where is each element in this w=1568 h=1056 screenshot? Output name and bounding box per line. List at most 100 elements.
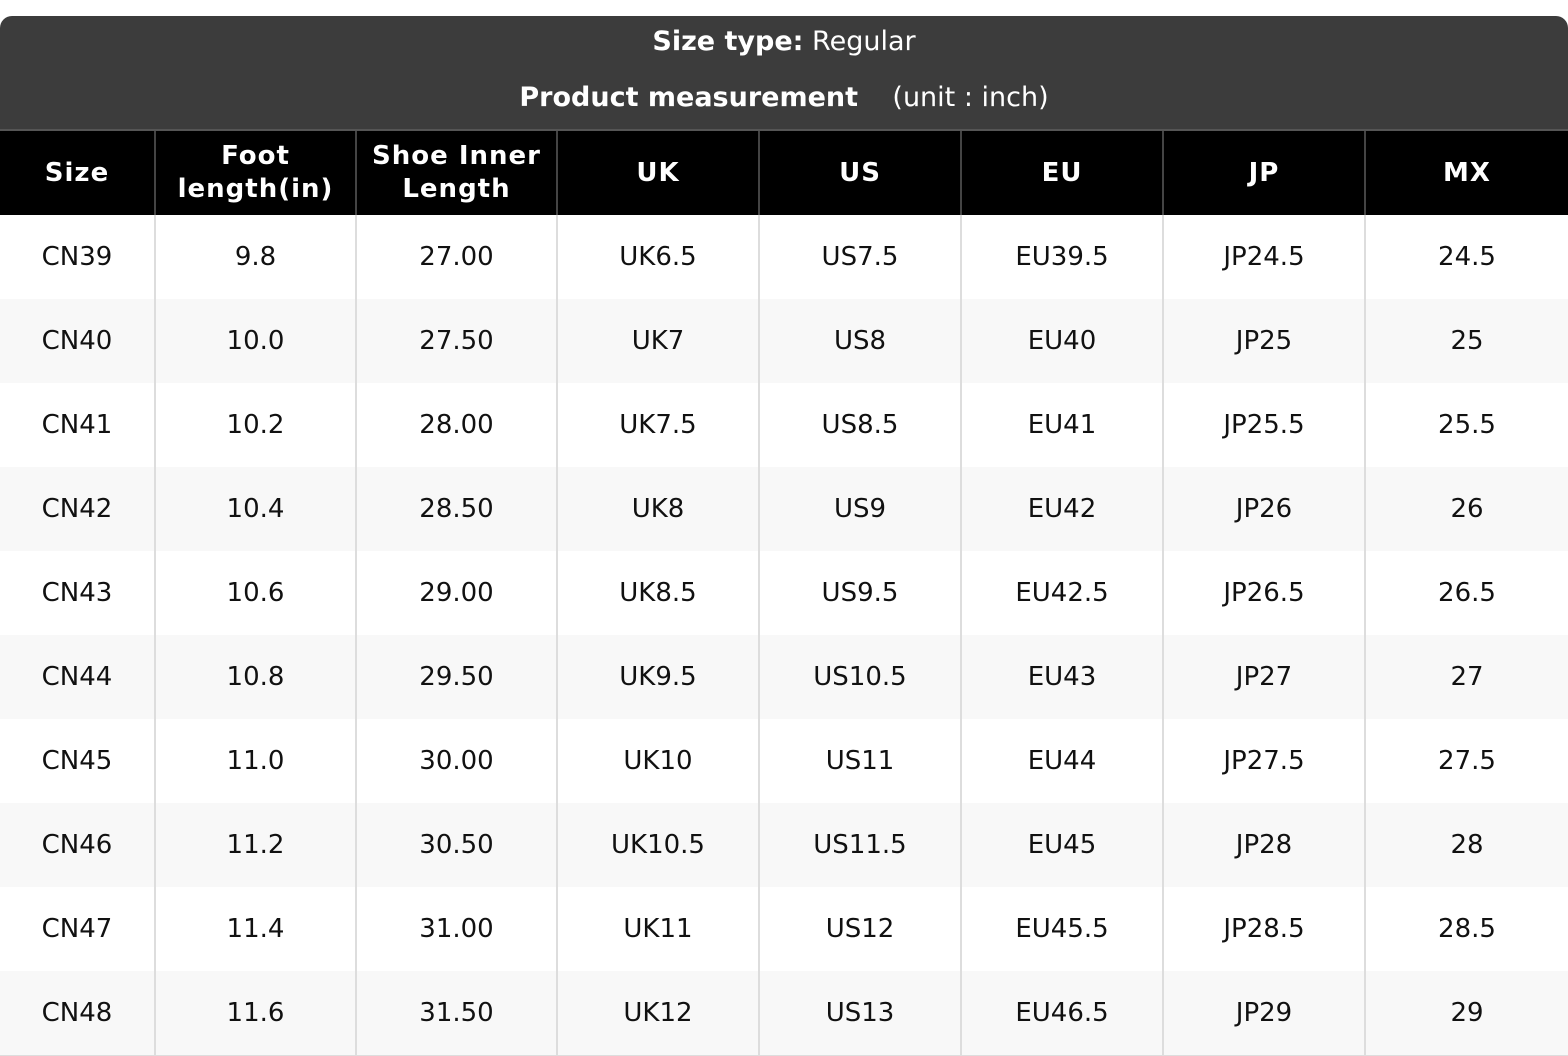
table-cell: 27 bbox=[1364, 635, 1568, 719]
table-row: CN44 10.8 29.50 UK9.5 US10.5 EU43 JP27 27 bbox=[0, 635, 1568, 719]
table-cell: 28 bbox=[1364, 803, 1568, 887]
table-cell: US9 bbox=[758, 467, 961, 551]
table-cell: UK11 bbox=[556, 887, 759, 971]
column-header: US bbox=[758, 129, 961, 215]
table-cell: UK6.5 bbox=[556, 215, 759, 299]
size-type-line: Size type: Regular bbox=[0, 26, 1568, 57]
table-row: CN47 11.4 31.00 UK11 US12 EU45.5 JP28.5 28.5 bbox=[0, 887, 1568, 971]
unit: (unit : inch) bbox=[892, 82, 1049, 113]
table-row: CN40 10.0 27.50 UK7 US8 EU40 JP25 25 bbox=[0, 299, 1568, 383]
table-cell: CN45 bbox=[41, 746, 113, 776]
table-cell: 27.50 bbox=[355, 299, 557, 383]
size-type-label: Size type: bbox=[652, 26, 804, 57]
table-cell: 28.5 bbox=[1364, 887, 1568, 971]
table-cell: 31.50 bbox=[355, 971, 557, 1056]
table-cell: 11.0 bbox=[154, 719, 356, 803]
table-cell: 31.00 bbox=[355, 887, 557, 971]
table-cell: UK7 bbox=[556, 299, 759, 383]
table-cell: UK8 bbox=[556, 467, 759, 551]
table-cell: UK12 bbox=[556, 971, 759, 1056]
column-header: Foot length(in) bbox=[154, 129, 356, 215]
table-cell: 11.4 bbox=[154, 887, 356, 971]
size-type: Regular bbox=[812, 26, 916, 57]
header: Size type: Regular Product measurement (… bbox=[0, 16, 1568, 129]
table-cell: 27.5 bbox=[1364, 719, 1568, 803]
table-cell: EU42.5 bbox=[960, 551, 1163, 635]
table-cell: EU42 bbox=[960, 467, 1163, 551]
table-cell: US11 bbox=[758, 719, 961, 803]
column-header: UK bbox=[556, 129, 759, 215]
table-cell: 30.00 bbox=[355, 719, 557, 803]
table-cell: JP27 bbox=[1162, 635, 1365, 719]
table-cell: CN41 bbox=[41, 410, 113, 440]
table-cell: EU45.5 bbox=[960, 887, 1163, 971]
table-cell: EU43 bbox=[960, 635, 1163, 719]
table-cell: CN46 bbox=[0, 803, 155, 887]
table-cell: JP24.5 bbox=[1162, 215, 1365, 299]
table-cell: US8.5 bbox=[758, 383, 961, 467]
table-cell: 28.50 bbox=[355, 467, 557, 551]
table-cell: 29.50 bbox=[355, 635, 557, 719]
size-table: Size Foot length(in) Shoe Inner Length UK US… bbox=[0, 129, 1568, 1056]
table-cell: 24.5 bbox=[1364, 215, 1568, 299]
table-cell: CN43 bbox=[41, 578, 113, 608]
table-cell: 10.6 bbox=[154, 551, 356, 635]
table-cell: UK7.5 bbox=[556, 383, 759, 467]
table-cell: CN40 bbox=[0, 299, 155, 383]
measurement-line: Product measurement (unit : inch) bbox=[0, 82, 1568, 113]
size-chart: Size type: Regular Product measurement (… bbox=[0, 16, 1568, 1056]
table-cell: 11.2 bbox=[154, 803, 356, 887]
table-cell: EU46.5 bbox=[960, 971, 1163, 1056]
column-header: Shoe Inner Length bbox=[355, 129, 557, 215]
table-row: CN39 9.8 27.00 UK6.5 US7.5 EU39.5 JP24.5 24.5 bbox=[0, 215, 1568, 299]
table-cell: 9.8 bbox=[154, 215, 356, 299]
table-row: CN41 10.2 28.00 UK7.5 US8.5 EU41 JP25.5 25.5 bbox=[0, 383, 1568, 467]
table-cell: CN39 bbox=[41, 242, 113, 272]
table-cell: CN42 bbox=[0, 467, 155, 551]
table-cell: 11.6 bbox=[154, 971, 356, 1056]
column-header: EU bbox=[960, 129, 1163, 215]
table-cell: JP26 bbox=[1162, 467, 1365, 551]
table-row: CN46 11.2 30.50 UK10.5 US11.5 EU45 JP28 28 bbox=[0, 803, 1568, 887]
table-cell: 29.00 bbox=[355, 551, 557, 635]
table-cell: 25.5 bbox=[1364, 383, 1568, 467]
table-cell: UK10.5 bbox=[556, 803, 759, 887]
table-cell: US10.5 bbox=[758, 635, 961, 719]
table-cell: 28.00 bbox=[355, 383, 557, 467]
table-cell: 26.5 bbox=[1364, 551, 1568, 635]
table-cell: 10.2 bbox=[154, 383, 356, 467]
table-cell: JP28.5 bbox=[1162, 887, 1365, 971]
table-cell: US12 bbox=[758, 887, 961, 971]
column-header: MX bbox=[1364, 129, 1568, 215]
table-cell: 10.0 bbox=[154, 299, 356, 383]
table-cell: 29 bbox=[1364, 971, 1568, 1056]
table-cell: JP25.5 bbox=[1162, 383, 1365, 467]
table-row: CN42 10.4 28.50 UK8 US9 EU42 JP26 26 bbox=[0, 467, 1568, 551]
column-header: JP bbox=[1162, 129, 1365, 215]
table-cell: EU39.5 bbox=[960, 215, 1163, 299]
table-cell: JP26.5 bbox=[1162, 551, 1365, 635]
table-cell: UK8.5 bbox=[556, 551, 759, 635]
table-cell: JP28 bbox=[1162, 803, 1365, 887]
table-cell: UK9.5 bbox=[556, 635, 759, 719]
table-cell: CN48 bbox=[0, 971, 155, 1056]
header-row: Size Foot length(in) Shoe Inner Length UK US… bbox=[0, 129, 1568, 215]
measurement: Product measurement bbox=[519, 82, 859, 113]
table-cell: CN47 bbox=[41, 914, 113, 944]
table-cell: US8 bbox=[758, 299, 961, 383]
table-cell: 30.50 bbox=[355, 803, 557, 887]
table-cell: CN44 bbox=[0, 635, 155, 719]
table-cell: US11.5 bbox=[758, 803, 961, 887]
table-body: CN39 9.8 27.00 UK6.5 US7.5 EU39.5 JP24.5 24.5 CN… bbox=[0, 215, 1568, 1056]
table-cell: UK10 bbox=[556, 719, 759, 803]
table-cell: 10.8 bbox=[154, 635, 356, 719]
table-cell: 10.4 bbox=[154, 467, 356, 551]
table-cell: US9.5 bbox=[758, 551, 961, 635]
column-header: Size bbox=[0, 129, 155, 215]
table-row: CN43 10.6 29.00 UK8.5 US9.5 EU42.5 JP26.5 26.5 bbox=[0, 551, 1568, 635]
table-cell: 27.00 bbox=[355, 215, 557, 299]
table-cell: EU40 bbox=[960, 299, 1163, 383]
table-cell: EU45 bbox=[960, 803, 1163, 887]
table-cell: 26 bbox=[1364, 467, 1568, 551]
